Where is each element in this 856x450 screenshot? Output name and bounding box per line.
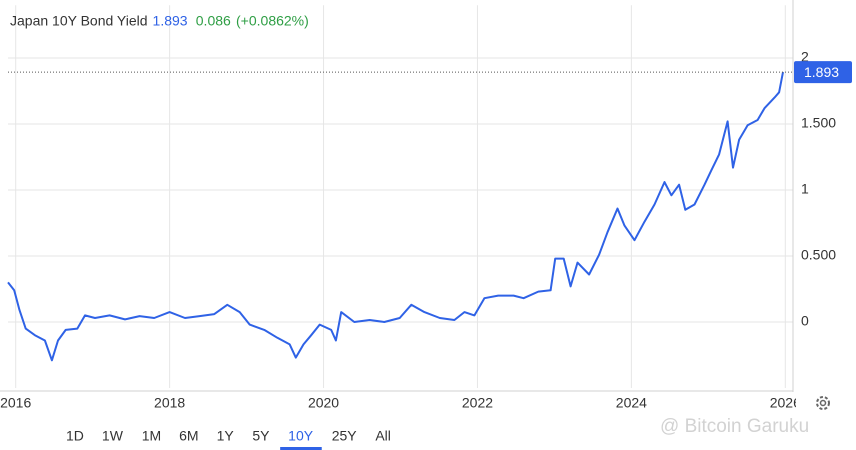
range-button[interactable]: 5Y (252, 428, 270, 444)
range-button[interactable]: 1D (66, 428, 84, 444)
range-button[interactable]: 25Y (332, 428, 358, 444)
y-tick-label: 1.500 (801, 115, 836, 131)
range-button[interactable]: 1W (102, 428, 124, 444)
y-tick-label: 0.500 (801, 247, 836, 263)
range-button[interactable]: 1Y (217, 428, 235, 444)
x-tick-label: 2022 (462, 395, 493, 411)
y-tick-label: 1 (801, 181, 809, 197)
range-button[interactable]: All (375, 428, 391, 444)
last-value: 1.893 (153, 13, 188, 29)
last-value-tag (794, 61, 852, 84)
change: 0.086 (196, 13, 231, 29)
x-tick-label: 2018 (154, 395, 185, 411)
range-button[interactable]: 10Y (288, 428, 314, 444)
range-selected-underline (280, 447, 322, 450)
range-button[interactable]: 1M (142, 428, 161, 444)
y-tick-label: 0 (801, 313, 809, 329)
y-tick-label: 2 (801, 49, 809, 65)
axes: 2016 2018 2020 2022 2024 2026 (0, 395, 801, 411)
watermark: @ Bitcoin Garuku (660, 416, 809, 437)
x-tick-label: 2026 (770, 395, 801, 411)
x-tick-label: 2024 (616, 395, 647, 411)
grid (0, 0, 794, 392)
x-tick-label: 2016 (0, 395, 31, 411)
change-percent: (+0.0862%) (236, 13, 309, 29)
series-line (7, 71, 784, 362)
range-button[interactable]: 6M (179, 428, 198, 444)
last-value-tag-label: 1.893 (804, 64, 839, 80)
plot (7, 71, 793, 362)
ui: 0 0.500 1 1.500 21.893 1D 1W 1M 6M 1Y 5Y 10Y 25Y All (66, 49, 852, 450)
x-tick-label: 2020 (308, 395, 339, 411)
chart-title: Japan 10Y Bond Yield (10, 13, 148, 29)
settings-icon[interactable] (816, 396, 830, 410)
